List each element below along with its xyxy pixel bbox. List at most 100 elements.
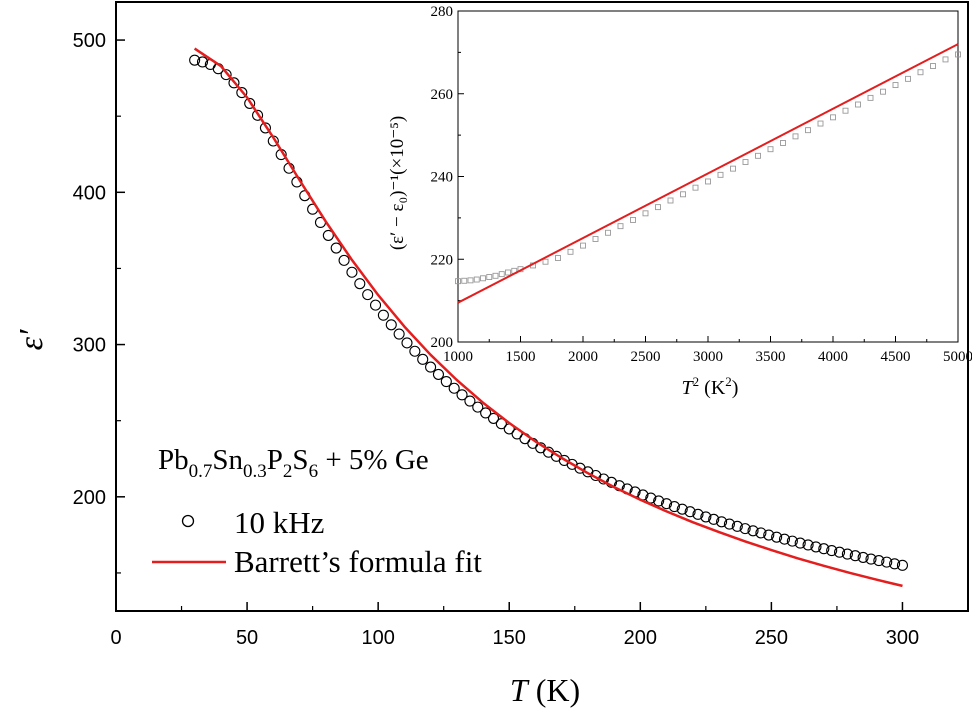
main-x-axis-label: T (K) (510, 672, 580, 708)
main-data-point (684, 506, 696, 518)
main-data-point (826, 545, 838, 557)
inset-fit-line-segment (457, 43, 959, 304)
main-y-tick-label: 300 (73, 335, 106, 357)
inset-y-tick-label: 260 (431, 87, 454, 103)
main-legend: Pb0.7Sn0.3P2S6 + 5% Ge 10 kHz Barrett’s … (152, 444, 482, 579)
inset-data-point (892, 82, 899, 89)
inset-x-tick-label: 3500 (756, 349, 786, 365)
main-data-point (425, 361, 437, 373)
main-data-point (896, 559, 909, 571)
inset-fit-line (457, 43, 959, 304)
legend-title-sub1: 0.7 (189, 461, 213, 482)
inset-data-point (473, 276, 480, 283)
main-data-point (763, 529, 775, 541)
inset-data-point (580, 242, 586, 249)
inset-data-point (605, 229, 611, 236)
main-data-point (755, 527, 767, 539)
inset-data-point (498, 271, 505, 278)
legend-title: Pb0.7Sn0.3P2S6 + 5% Ge (158, 444, 429, 482)
inset-x-axis: 1000 1500 2000 2500 3000 3500 4000 4500 5000 (443, 336, 972, 365)
main-data-point (220, 69, 232, 81)
inset-plot: 1000 1500 2000 2500 3000 3500 4000 4500 5000 200… (387, 4, 972, 399)
inset-data-point (817, 120, 824, 127)
main-y-tick-label: 400 (73, 182, 106, 204)
main-data-point (700, 511, 712, 523)
main-data-point (252, 109, 264, 121)
main-data-point (362, 289, 374, 301)
main-y-tick-label: 200 (73, 487, 106, 509)
main-data-point (244, 97, 256, 109)
main-data-point (873, 555, 885, 567)
inset-data-point (486, 274, 493, 280)
inset-data-point (655, 204, 661, 211)
inset-data-point (742, 159, 749, 165)
main-x-tick-label: 200 (624, 627, 657, 649)
main-x-tick-label: 0 (110, 627, 121, 649)
legend-title-sub3: 2 (283, 461, 293, 482)
main-data-point (857, 551, 869, 563)
inset-data-point (480, 275, 486, 282)
main-data-point (480, 407, 492, 419)
main-data-point (747, 525, 759, 537)
main-data-point (385, 319, 397, 331)
inset-x-axis-unit-sup: 2 (725, 374, 732, 389)
main-data-point (778, 533, 791, 545)
main-data-point (771, 531, 783, 543)
inset-data-point (917, 69, 924, 76)
inset-y-tick-label: 280 (431, 4, 454, 20)
inset-data-point (942, 56, 949, 63)
inset-data-point (567, 248, 574, 255)
main-data-point (440, 376, 452, 388)
main-y-axis: 200 300 400 500 (73, 30, 125, 574)
main-x-tick-label: 150 (493, 627, 526, 649)
inset-data-point (780, 140, 786, 146)
inset-data-point (717, 171, 724, 178)
main-fit-curve (193, 47, 903, 588)
main-x-axis: 0 50 100 150 200 250 300 (110, 602, 919, 649)
inset-data-point (805, 127, 811, 134)
main-data-point (189, 54, 201, 66)
inset-data-point (505, 269, 511, 276)
inset-data-point (542, 258, 549, 265)
main-data-points (189, 54, 909, 571)
main-data-point (259, 122, 271, 134)
legend-circle-marker (181, 514, 195, 528)
inset-data-point (630, 216, 636, 223)
main-data-point (464, 395, 476, 407)
main-data-point (731, 520, 743, 532)
main-data-point (472, 401, 484, 413)
main-data-point (196, 56, 209, 68)
legend-entry-10khz: 10 kHz (234, 505, 324, 540)
legend-entry-fit: Barrett’s formula fit (234, 544, 482, 579)
main-data-point (723, 518, 735, 530)
main-data-point (849, 550, 861, 562)
inset-data-point (680, 191, 686, 198)
main-data-point (346, 266, 358, 278)
inset-x-tick-label: 2500 (631, 349, 661, 365)
main-x-axis-unit: (K) (536, 672, 580, 708)
inset-data-point (461, 277, 468, 284)
inset-x-tick-label: 4500 (881, 349, 911, 365)
main-data-point (881, 556, 893, 568)
main-data-point (802, 539, 814, 551)
inset-x-tick-label: 3000 (693, 349, 723, 365)
main-data-point (810, 541, 822, 553)
main-data-point (818, 543, 830, 555)
main-data-point (708, 513, 720, 525)
inset-data-point (492, 272, 499, 279)
main-data-point (417, 353, 429, 365)
inset-data-point (755, 152, 761, 159)
main-data-point (401, 337, 413, 349)
legend-title-pb: Pb (158, 444, 189, 476)
main-data-point (660, 498, 673, 510)
inset-x-tick-label: 1500 (506, 349, 536, 365)
main-data-point (369, 299, 382, 311)
main-data-point (833, 546, 846, 558)
main-data-point (354, 278, 366, 290)
inset-data-point (642, 210, 649, 217)
inset-x-axis-label: T2 (K2) (682, 374, 739, 399)
main-data-point (495, 418, 507, 430)
inset-data-point (705, 178, 711, 185)
inset-data-point (830, 114, 836, 121)
main-data-point (676, 503, 688, 515)
